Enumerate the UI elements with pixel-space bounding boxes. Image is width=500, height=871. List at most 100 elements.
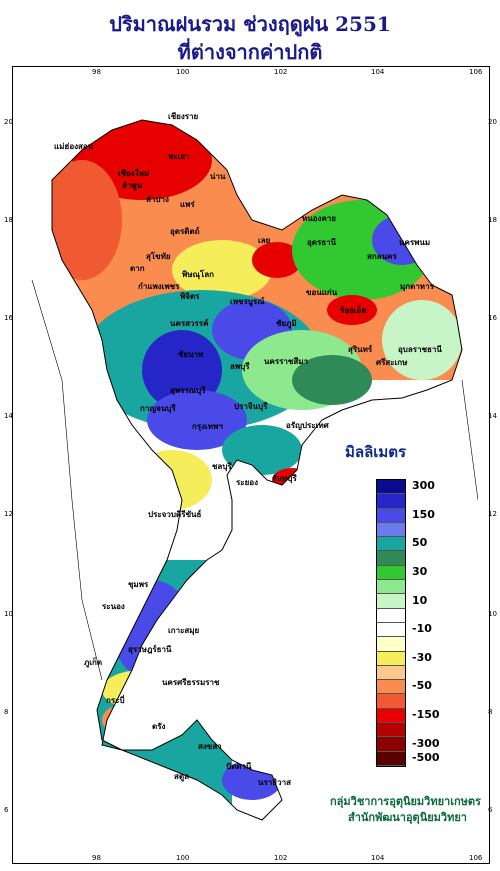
- right-tick-14: 14: [488, 412, 497, 420]
- left-tick-8: 8: [4, 708, 9, 716]
- province-label: นครศรีธรรมราช: [162, 678, 220, 687]
- right-tick-20: 20: [488, 118, 497, 126]
- right-tick-10: 10: [488, 610, 497, 618]
- legend-swatch: [377, 723, 405, 738]
- legend-value-label: 30: [412, 564, 428, 578]
- map-subtitle: ที่ต่างจากค่าปกติ: [177, 40, 323, 64]
- legend-value-label: -10: [412, 622, 432, 636]
- bottom-tick-102: 102: [274, 854, 288, 862]
- legend-swatch: [377, 522, 405, 538]
- province-label: อุดรธานี: [307, 238, 337, 247]
- province-label: นราธิวาส: [258, 778, 292, 787]
- legend-swatch: [377, 751, 405, 766]
- province-label: ตาก: [130, 264, 145, 273]
- province-label: ชัยภูมิ: [276, 319, 297, 328]
- province-label: ตรัง: [152, 722, 166, 731]
- legend-swatch: [377, 537, 405, 552]
- province-label: ภูเก็ต: [84, 658, 103, 667]
- legend-value-label: -50: [412, 679, 432, 693]
- province-label: ศรีสะเกษ: [376, 358, 408, 367]
- right-tick-6: 6: [488, 806, 493, 814]
- legend-value-label: -300: [412, 736, 440, 750]
- top-tick-104: 104: [371, 68, 385, 76]
- province-label: กรุงเทพฯ: [192, 422, 223, 431]
- legend-value-label: 10: [412, 593, 428, 607]
- legend-value-label: -500: [412, 750, 440, 764]
- province-label: สกลนคร: [367, 252, 397, 261]
- left-tick-14: 14: [4, 412, 13, 420]
- province-label: ร้อยเอ็ด: [340, 306, 367, 315]
- province-label: เชียงใหม่: [118, 169, 150, 178]
- legend-swatch: [377, 480, 405, 495]
- legend-swatch: [377, 651, 405, 666]
- province-label: แพร่: [180, 200, 195, 209]
- legend-swatch: [377, 551, 405, 566]
- province-label: สุราษฎร์ธานี: [128, 645, 172, 654]
- province-label: สตูล: [174, 772, 189, 781]
- legend-title: มิลลิเมตร: [345, 443, 407, 461]
- province-label: จันทบุรี: [272, 474, 297, 483]
- province-label: สงขลา: [198, 742, 222, 751]
- province-label: เลย: [258, 236, 271, 245]
- province-label: พะเยา: [168, 152, 190, 161]
- province-label: แม่ฮ่องสอน: [54, 142, 94, 151]
- bottom-tick-100: 100: [176, 854, 190, 862]
- province-label: พิษณุโลก: [182, 270, 215, 279]
- province-label: ลำพูน: [122, 181, 143, 190]
- bottom-tick-104: 104: [371, 854, 385, 862]
- province-label: กาญจนบุรี: [140, 404, 176, 413]
- province-label: นครสวรรค์: [170, 319, 209, 328]
- left-tick-10: 10: [4, 610, 13, 618]
- legend-value-label: -150: [412, 707, 440, 721]
- top-tick-98: 98: [92, 68, 101, 76]
- left-tick-20: 20: [4, 118, 13, 126]
- province-label: ลำปาง: [146, 195, 169, 204]
- left-tick-6: 6: [4, 806, 9, 814]
- legend-swatch: [377, 565, 405, 581]
- province-label: ปัตตานี: [226, 762, 252, 771]
- legend-swatch: [377, 680, 405, 695]
- province-label: พิจิตร: [180, 292, 200, 301]
- bottom-tick-106: 106: [469, 854, 483, 862]
- legend-value-label: 300: [412, 479, 435, 493]
- legend-value-label: 150: [412, 507, 435, 521]
- province-label: ประจวบคีรีขันธ์: [148, 510, 202, 519]
- legend-swatch: [377, 737, 405, 752]
- credit-office: สำนักพัฒนาอุตุนิยมวิทยา: [348, 811, 467, 824]
- left-tick-16: 16: [4, 314, 13, 322]
- right-tick-8: 8: [488, 708, 493, 716]
- right-tick-18: 18: [488, 216, 497, 224]
- map-title: ปริมาณฝนรวม ช่วงฤดูฝน 2551: [109, 12, 391, 36]
- province-label: เพชรบูรณ์: [230, 297, 265, 306]
- legend-swatch: [377, 508, 405, 523]
- legend-value-label: 50: [412, 536, 428, 550]
- legend-swatch: [377, 637, 405, 652]
- legend-swatch: [377, 665, 405, 681]
- province-label: หนองคาย: [302, 214, 336, 223]
- province-label: สุโขทัย: [146, 252, 171, 261]
- province-label: ชลบุรี: [212, 462, 232, 471]
- legend-swatch: [377, 608, 405, 623]
- legend-swatch: [377, 622, 405, 638]
- province-label: นครพนม: [399, 238, 431, 247]
- province-label: กระบี่: [106, 696, 125, 705]
- province-label: มุกดาหาร: [400, 282, 434, 291]
- legend-value-label: -30: [412, 650, 432, 664]
- province-label: น่าน: [210, 172, 226, 181]
- province-label: อรัญประเทศ: [286, 421, 329, 430]
- province-label: ลพบุรี: [230, 362, 250, 371]
- province-label: นครราชสีมา: [264, 357, 308, 366]
- legend-swatch: [377, 594, 405, 609]
- province-label: กำแพงเพชร: [138, 282, 180, 291]
- credit-department: กลุ่มวิชาการอุตุนิยมวิทยาเกษตร: [330, 795, 481, 808]
- province-label: สุรินทร์: [348, 345, 373, 354]
- top-tick-102: 102: [274, 68, 288, 76]
- legend-swatch: [377, 694, 405, 709]
- province-label: ขอนแก่น: [306, 288, 338, 297]
- province-label: ระนอง: [102, 602, 125, 611]
- province-label: สุพรรณบุรี: [170, 386, 206, 395]
- right-tick-16: 16: [488, 314, 497, 322]
- province-label: อุบลราชธานี: [398, 345, 442, 354]
- province-label: ชัยนาท: [178, 350, 204, 359]
- province-label: เชียงราย: [168, 112, 199, 121]
